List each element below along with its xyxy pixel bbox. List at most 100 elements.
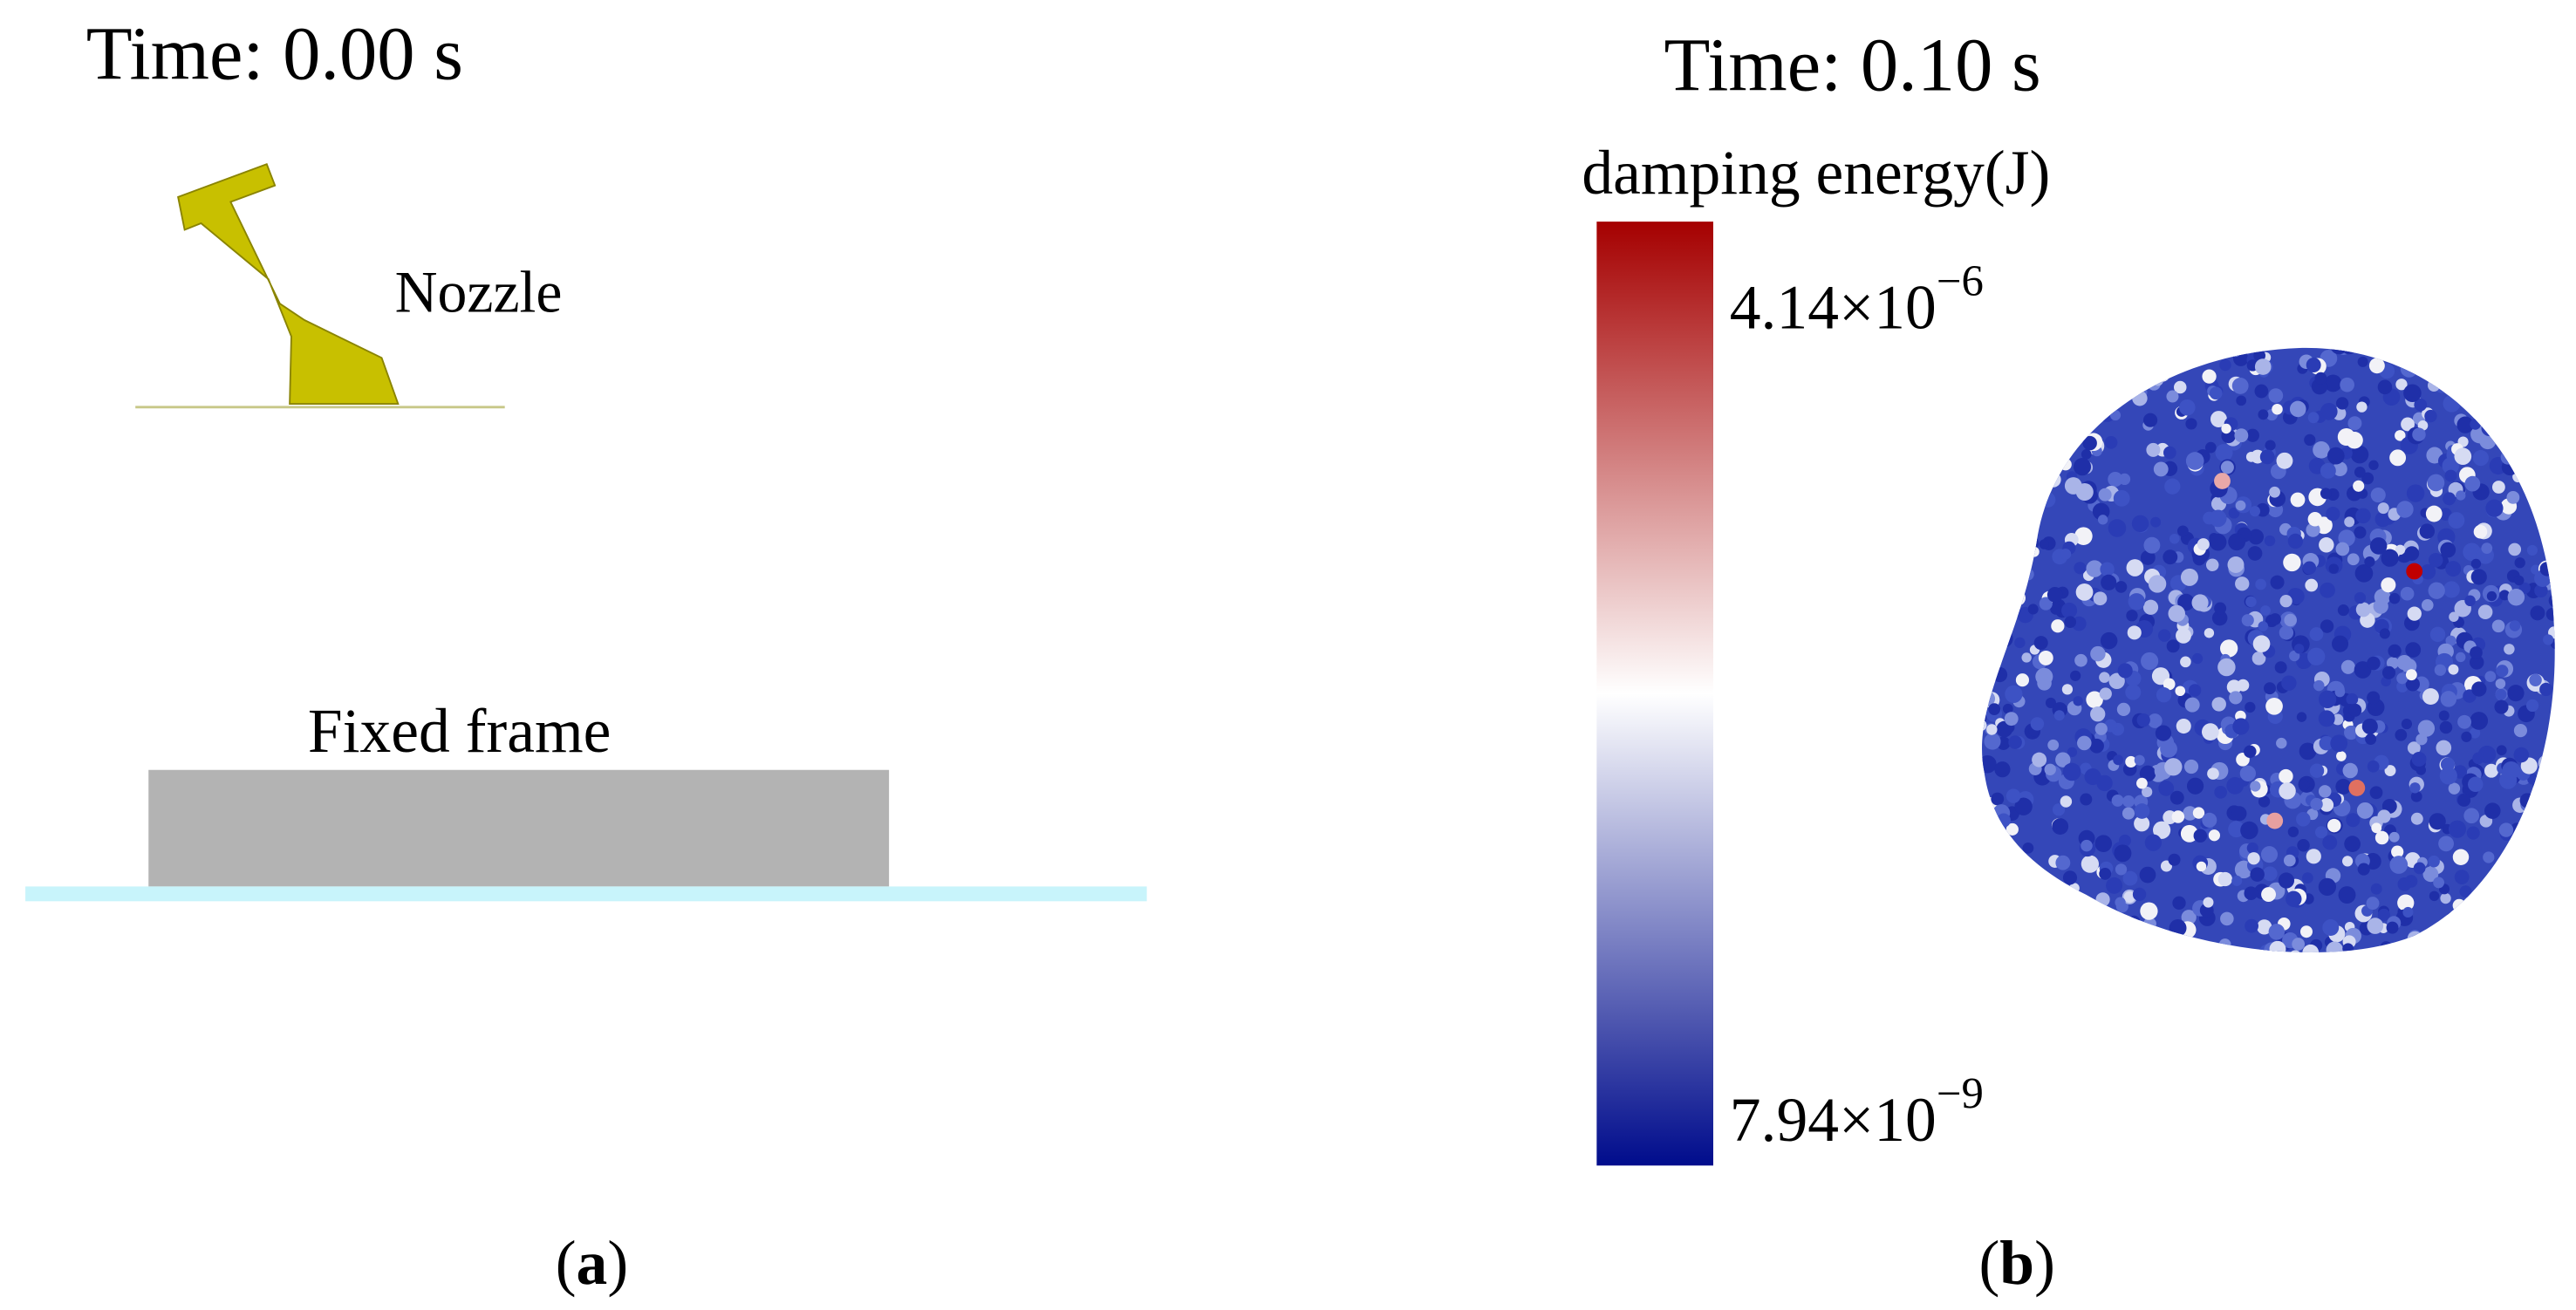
particle bbox=[2156, 687, 2172, 703]
particle bbox=[2448, 664, 2459, 675]
particle bbox=[2232, 952, 2245, 965]
particle bbox=[2258, 621, 2269, 631]
particle bbox=[2102, 348, 2119, 365]
particle bbox=[2490, 404, 2503, 418]
particle bbox=[2192, 807, 2205, 819]
particle bbox=[2344, 836, 2361, 853]
particle bbox=[2517, 931, 2530, 945]
particle bbox=[2371, 822, 2382, 834]
particle bbox=[1967, 690, 1977, 699]
particle bbox=[2507, 931, 2521, 945]
particle bbox=[2549, 440, 2555, 454]
particle bbox=[2052, 803, 2066, 816]
particle bbox=[2166, 949, 2183, 953]
particle bbox=[2532, 853, 2544, 863]
particle bbox=[2118, 354, 2135, 372]
particle bbox=[2364, 556, 2375, 568]
particle bbox=[2457, 925, 2470, 938]
particle bbox=[2452, 898, 2466, 912]
particle bbox=[2045, 697, 2056, 708]
particle bbox=[2089, 738, 2104, 754]
particle bbox=[1982, 439, 1992, 455]
particle bbox=[2412, 347, 2426, 360]
particle bbox=[2459, 885, 2472, 898]
particle bbox=[2518, 582, 2531, 594]
particle bbox=[2309, 627, 2324, 641]
particle bbox=[2468, 776, 2484, 793]
particle bbox=[2253, 349, 2266, 362]
particle bbox=[2513, 724, 2528, 738]
particle bbox=[2059, 458, 2072, 471]
colorbar bbox=[1596, 222, 1713, 1166]
particle bbox=[2209, 533, 2227, 551]
particle bbox=[2145, 932, 2159, 946]
particle bbox=[2457, 714, 2472, 729]
particle bbox=[2219, 358, 2231, 372]
particle bbox=[2163, 446, 2176, 460]
particle bbox=[2314, 372, 2327, 385]
particle bbox=[2406, 484, 2425, 502]
particle bbox=[2204, 348, 2217, 360]
particle bbox=[2077, 401, 2095, 420]
particle bbox=[2466, 826, 2480, 840]
particle bbox=[2497, 900, 2511, 913]
particle bbox=[2169, 533, 2180, 544]
particle bbox=[2538, 403, 2554, 418]
particle bbox=[2341, 856, 2354, 867]
particle bbox=[2086, 691, 2103, 709]
particle bbox=[2487, 359, 2505, 378]
particle bbox=[2007, 395, 2018, 406]
particle bbox=[2245, 428, 2259, 442]
particle bbox=[2304, 433, 2316, 447]
particle bbox=[2374, 947, 2392, 953]
particle bbox=[2556, 828, 2570, 842]
particle bbox=[2507, 685, 2525, 702]
particle bbox=[2260, 846, 2279, 863]
particle bbox=[2176, 627, 2191, 644]
particle bbox=[2518, 433, 2535, 451]
particle bbox=[2193, 829, 2208, 843]
particle bbox=[2525, 884, 2544, 903]
particle bbox=[2269, 486, 2280, 498]
particle bbox=[2472, 450, 2489, 467]
particle bbox=[2075, 425, 2088, 437]
particle bbox=[2055, 752, 2071, 768]
particle bbox=[2373, 598, 2388, 614]
particle bbox=[2288, 588, 2305, 604]
particle bbox=[2446, 962, 2461, 977]
particle bbox=[2370, 487, 2386, 503]
particle bbox=[2279, 768, 2293, 784]
particle bbox=[2470, 419, 2481, 430]
particle bbox=[2326, 941, 2344, 953]
particle bbox=[1991, 359, 2002, 371]
particle bbox=[2357, 356, 2368, 367]
particle bbox=[2377, 379, 2393, 395]
particle bbox=[2445, 635, 2456, 646]
paren: ( bbox=[1978, 1229, 1999, 1298]
particle bbox=[2553, 460, 2555, 473]
particle bbox=[2210, 411, 2227, 427]
particle-hot bbox=[2266, 812, 2284, 829]
particle bbox=[1958, 826, 1975, 843]
particle bbox=[2272, 957, 2290, 974]
colorbar-title: damping energy(J) bbox=[1582, 139, 2050, 208]
particle bbox=[2549, 754, 2555, 769]
particle bbox=[2053, 710, 2065, 721]
particle bbox=[2281, 675, 2297, 691]
particle bbox=[2552, 931, 2555, 945]
particle bbox=[2061, 349, 2075, 362]
particle bbox=[2201, 723, 2219, 740]
particle bbox=[2088, 945, 2104, 953]
particle bbox=[2190, 347, 2207, 355]
particle bbox=[2172, 952, 2189, 953]
particle bbox=[2550, 400, 2555, 417]
time-label: Time: 0.10 s bbox=[1664, 24, 2041, 107]
particle bbox=[2209, 943, 2227, 953]
particle bbox=[2142, 786, 2153, 798]
particle bbox=[2150, 516, 2162, 528]
particle bbox=[2409, 782, 2421, 794]
particle bbox=[2495, 679, 2506, 689]
particle bbox=[2141, 652, 2159, 671]
particle bbox=[1985, 884, 2000, 901]
particle bbox=[2097, 362, 2110, 374]
